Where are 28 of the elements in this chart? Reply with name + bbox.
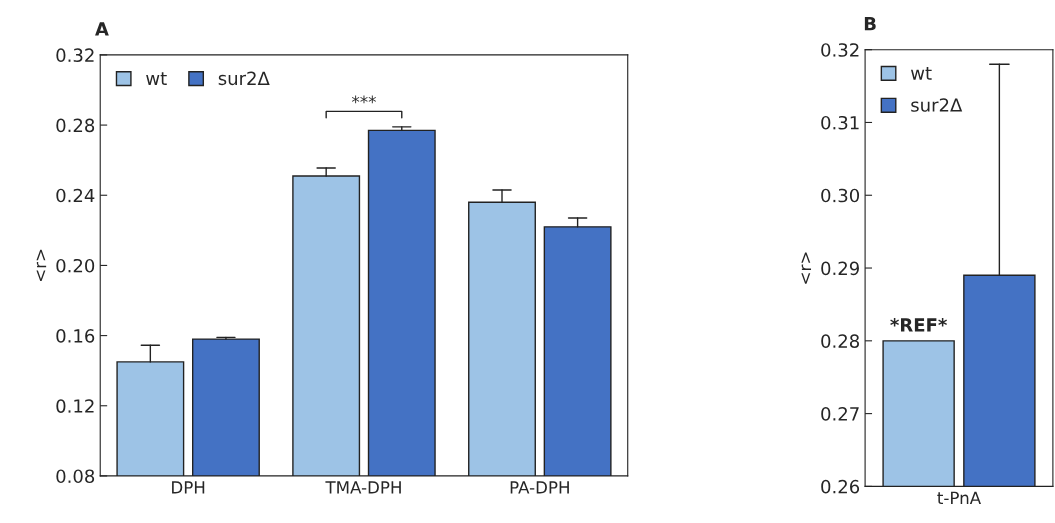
y-tick-label: 0.32 (56, 48, 94, 63)
legend-label: wt (146, 72, 167, 85)
y-tick-label: 0.12 (56, 399, 94, 413)
x-tick-label: t-PnA (937, 491, 981, 504)
y-tick-label: 0.24 (56, 188, 95, 203)
y-tick-label: 0.08 (56, 469, 95, 484)
y-tick-label: 0.30 (821, 188, 860, 203)
y-axis-title: <r> (801, 252, 812, 284)
annotation: *** (351, 95, 376, 104)
legend-label: sur2Δ (218, 71, 270, 86)
x-tick-label: PA-DPH (510, 481, 569, 494)
y-tick-label: 0.26 (821, 479, 860, 494)
legend-label: wt (911, 66, 932, 80)
y-axis-title: <r> (36, 249, 47, 282)
y-tick-label: 0.32 (821, 43, 859, 57)
y-tick-label: 0.20 (56, 258, 95, 273)
legend-label: sur2Δ (911, 98, 963, 112)
x-tick-label: TMA-DPH (325, 481, 401, 494)
y-tick-label: 0.16 (56, 329, 95, 343)
x-tick-label: DPH (172, 481, 205, 494)
y-tick-label: 0.28 (821, 334, 859, 348)
chart-title: B (864, 17, 876, 31)
y-tick-label: 0.28 (56, 118, 95, 133)
chart-title: A (95, 22, 109, 36)
y-tick-label: 0.27 (821, 407, 859, 421)
y-tick-label: 0.29 (821, 261, 859, 276)
annotation: *REF* (890, 318, 947, 332)
y-tick-label: 0.31 (821, 115, 859, 130)
